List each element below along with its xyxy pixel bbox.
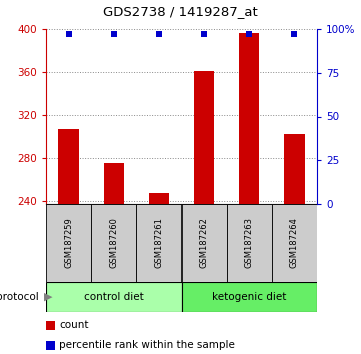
Point [292, 32, 297, 37]
Bar [46, 204, 91, 282]
Bar [58, 129, 79, 204]
Point [66, 32, 71, 37]
Point [246, 32, 252, 37]
Bar [284, 134, 305, 204]
Text: protocol: protocol [0, 292, 39, 302]
Bar [136, 204, 182, 282]
Text: GSM187261: GSM187261 [155, 218, 164, 268]
Bar [149, 193, 169, 204]
Text: control diet: control diet [84, 292, 144, 302]
Text: percentile rank within the sample: percentile rank within the sample [59, 341, 235, 350]
Bar [227, 204, 272, 282]
Text: GSM187260: GSM187260 [109, 218, 118, 268]
Text: GSM187262: GSM187262 [200, 218, 209, 268]
Bar [46, 282, 182, 312]
Text: ▶: ▶ [44, 292, 53, 302]
Text: GSM187259: GSM187259 [64, 218, 73, 268]
Point [156, 32, 162, 37]
Text: GSM187264: GSM187264 [290, 218, 299, 268]
Text: GSM187263: GSM187263 [245, 217, 254, 268]
Bar [194, 71, 214, 204]
Bar [91, 204, 136, 282]
Point [201, 32, 207, 37]
Bar [272, 204, 317, 282]
Bar [182, 204, 227, 282]
Text: GDS2738 / 1419287_at: GDS2738 / 1419287_at [103, 5, 258, 18]
Bar [104, 163, 124, 204]
Point [111, 32, 117, 37]
Text: ketogenic diet: ketogenic diet [212, 292, 286, 302]
Bar [239, 33, 260, 204]
Bar [182, 282, 317, 312]
Text: count: count [59, 320, 88, 331]
